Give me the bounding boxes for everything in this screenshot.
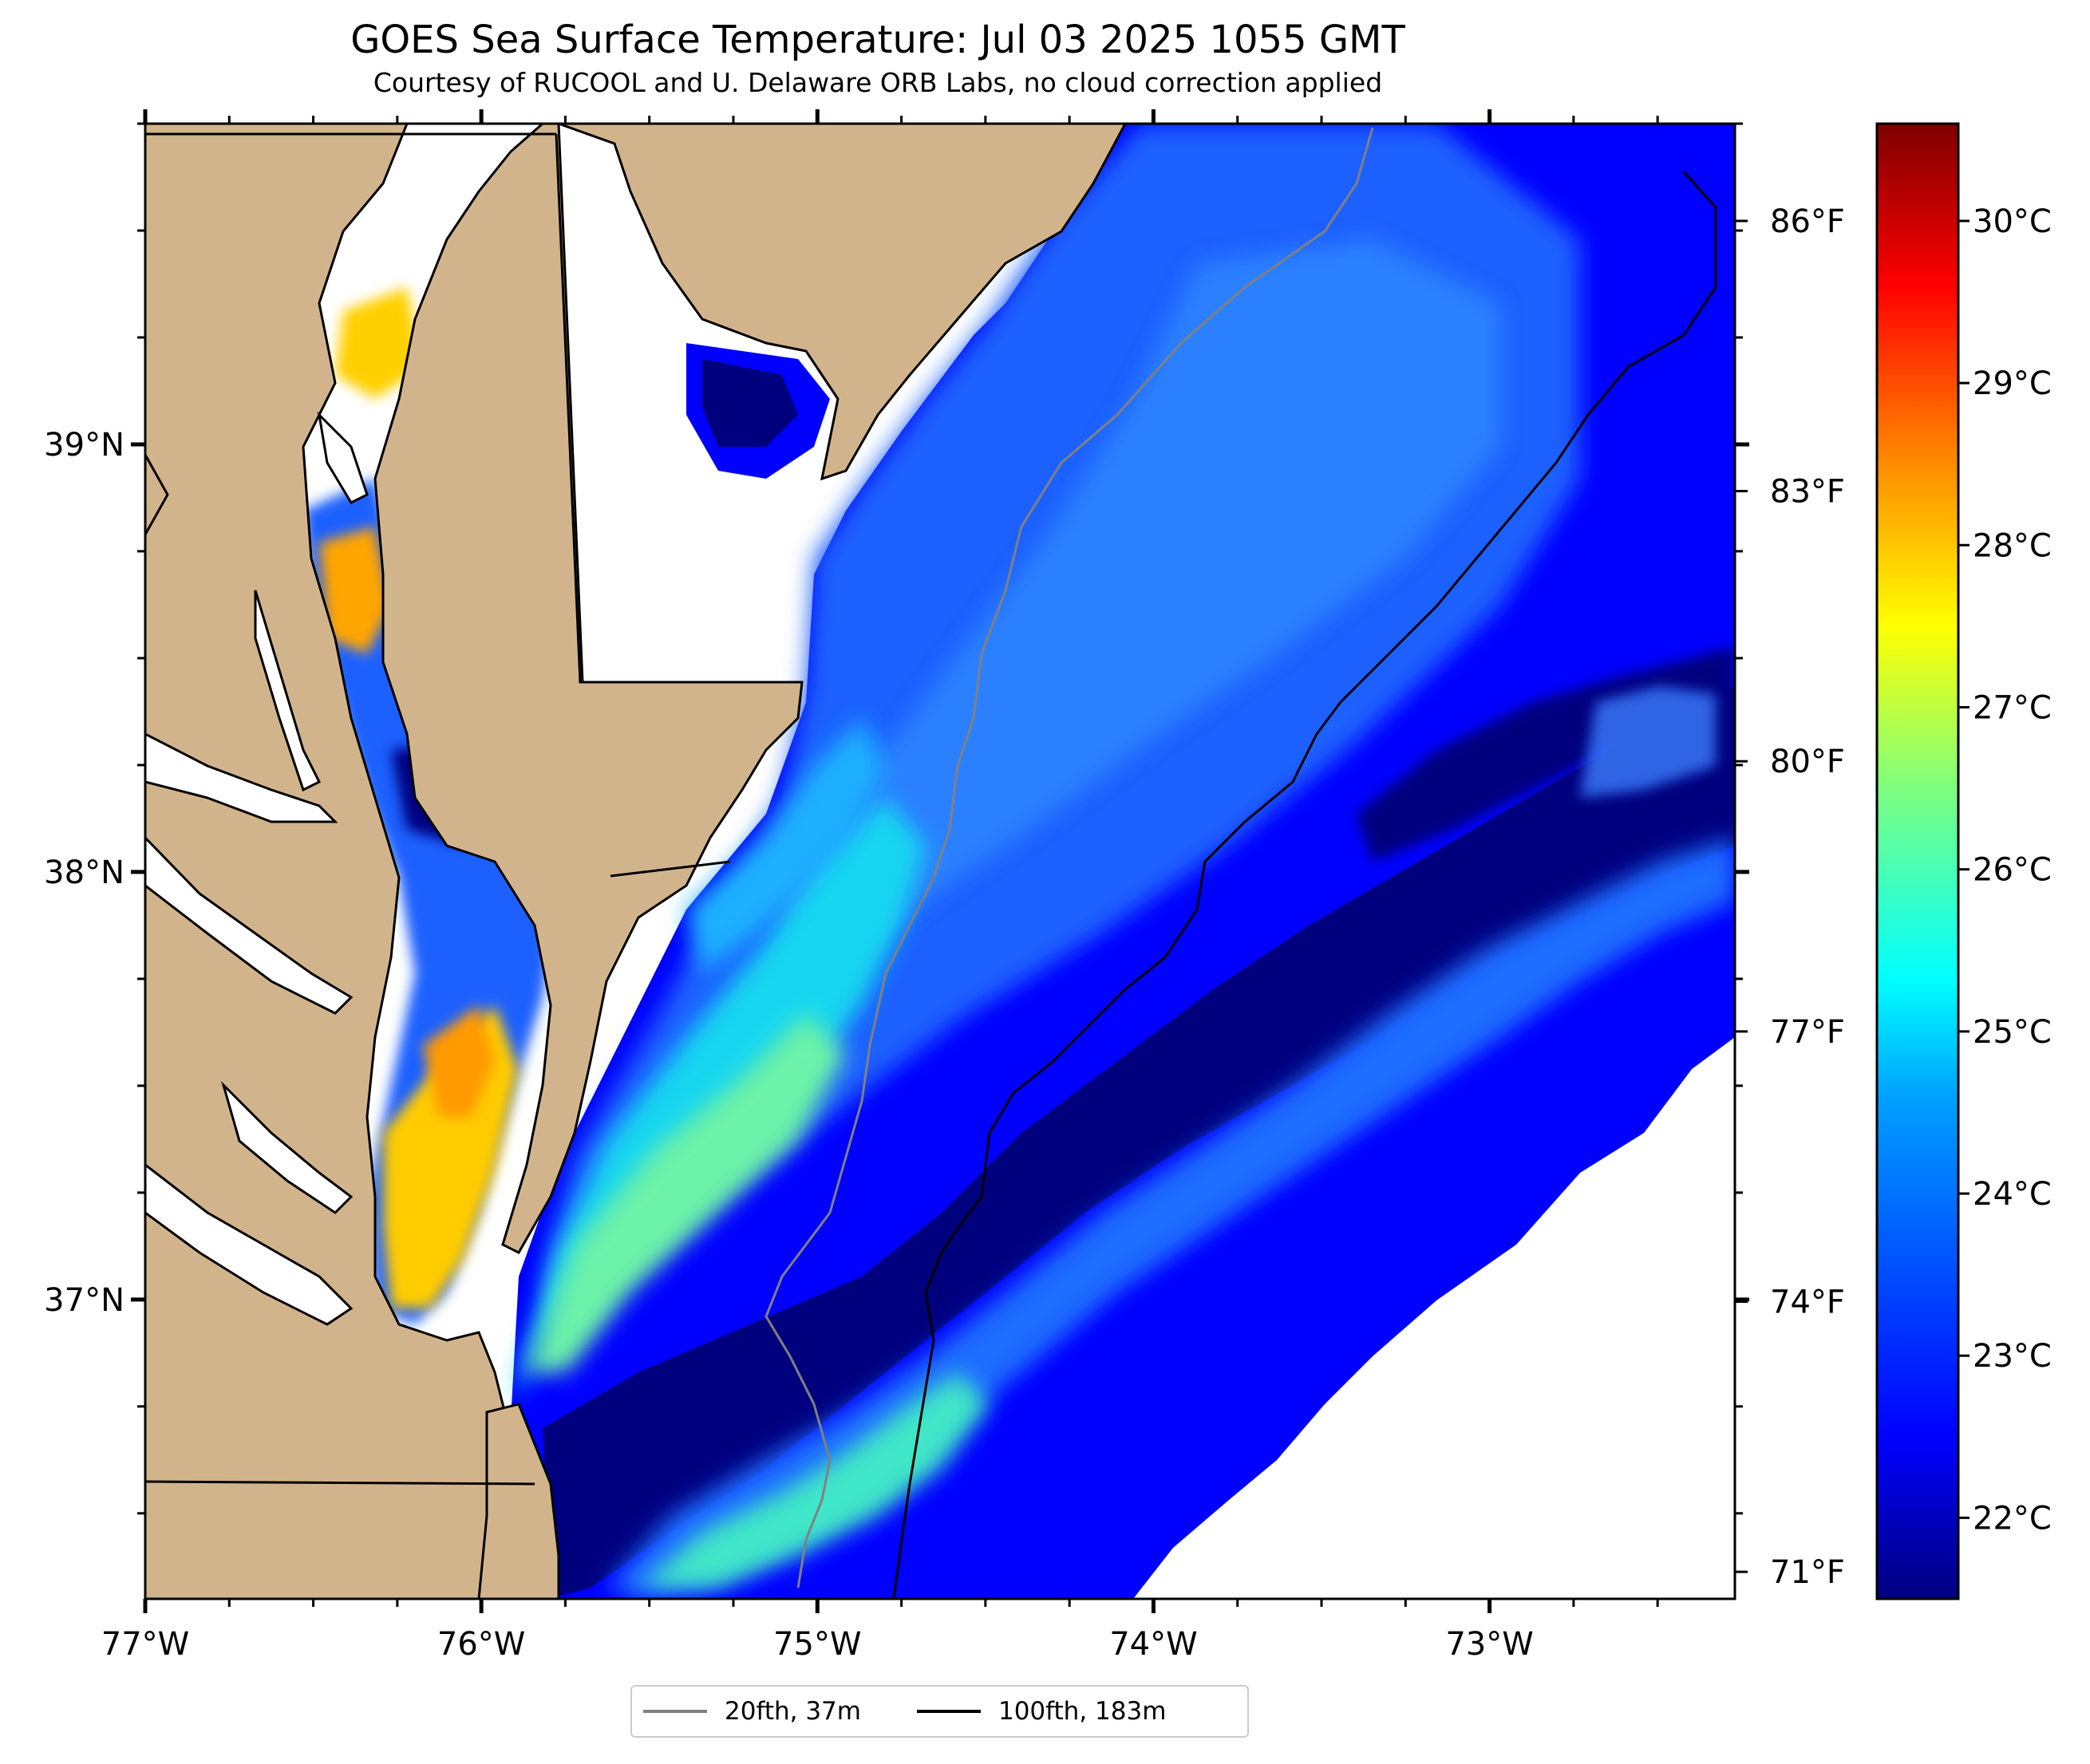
celsius-tick-label: 25°C: [1973, 1014, 2052, 1051]
celsius-tick-label: 29°C: [1973, 365, 2052, 402]
fahrenheit-tick-label: 71°F: [1770, 1554, 1845, 1591]
celsius-tick-label: 28°C: [1973, 527, 2052, 564]
celsius-tick-label: 23°C: [1973, 1338, 2052, 1375]
lon-tick-label: 77°W: [101, 1626, 189, 1663]
fahrenheit-tick-label: 83°F: [1770, 474, 1845, 511]
lon-tick-label: 74°W: [1109, 1626, 1197, 1663]
map-frame: [144, 122, 1736, 1600]
lat-tick-label: 39°N: [44, 427, 124, 464]
isobath-20fth: [764, 127, 1374, 1588]
fahrenheit-tick-label: 86°F: [1770, 203, 1845, 240]
map-subtitle: Courtesy of RUCOOL and U. Delaware ORB L…: [373, 67, 1383, 98]
tributaries: [145, 411, 369, 1326]
legend-label-100fth: 100fth, 183m: [998, 1697, 1167, 1726]
state-boundaries: [145, 132, 802, 1486]
lon-tick-label: 75°W: [773, 1626, 861, 1663]
lat-tick-label: 37°N: [44, 1282, 124, 1319]
lon-tick-label: 73°W: [1445, 1626, 1533, 1663]
isobath-legend: 20fth, 37m 100fth, 183m: [630, 1685, 1249, 1738]
celsius-tick-label: 24°C: [1973, 1176, 2052, 1213]
legend-swatch-20fth: [643, 1710, 707, 1713]
map-area: [145, 124, 1735, 1599]
celsius-tick-label: 26°C: [1973, 852, 2052, 889]
celsius-tick-label: 30°C: [1973, 203, 2052, 240]
legend-item-100fth: 100fth, 183m: [916, 1697, 1167, 1726]
land: [145, 124, 1127, 1599]
colorbar: [1875, 122, 1960, 1600]
lat-tick-label: 38°N: [44, 854, 124, 891]
axes-ticks: 77°W 76°W 75°W 74°W 73°W 39°N 38°N 37°N: [44, 109, 1749, 1663]
map-title: GOES Sea Surface Temperature: Jul 03 202…: [350, 18, 1405, 62]
legend-label-20fth: 20fth, 37m: [725, 1697, 861, 1726]
colorbar-ticks: 30°C 29°C 28°C 27°C 26°C 25°C 24°C 23°C 22°C 86°F…: [1735, 203, 2052, 1591]
fahrenheit-tick-label: 74°F: [1770, 1284, 1845, 1320]
celsius-tick-label: 22°C: [1973, 1500, 2052, 1537]
fahrenheit-tick-label: 77°F: [1770, 1014, 1845, 1051]
legend-swatch-100fth: [916, 1710, 981, 1713]
celsius-tick-label: 27°C: [1973, 689, 2052, 726]
fahrenheit-tick-label: 80°F: [1770, 744, 1845, 780]
isobath-100fth: [892, 171, 1717, 1599]
lon-tick-label: 76°W: [437, 1626, 525, 1663]
legend-item-20fth: 20fth, 37m: [643, 1697, 861, 1726]
